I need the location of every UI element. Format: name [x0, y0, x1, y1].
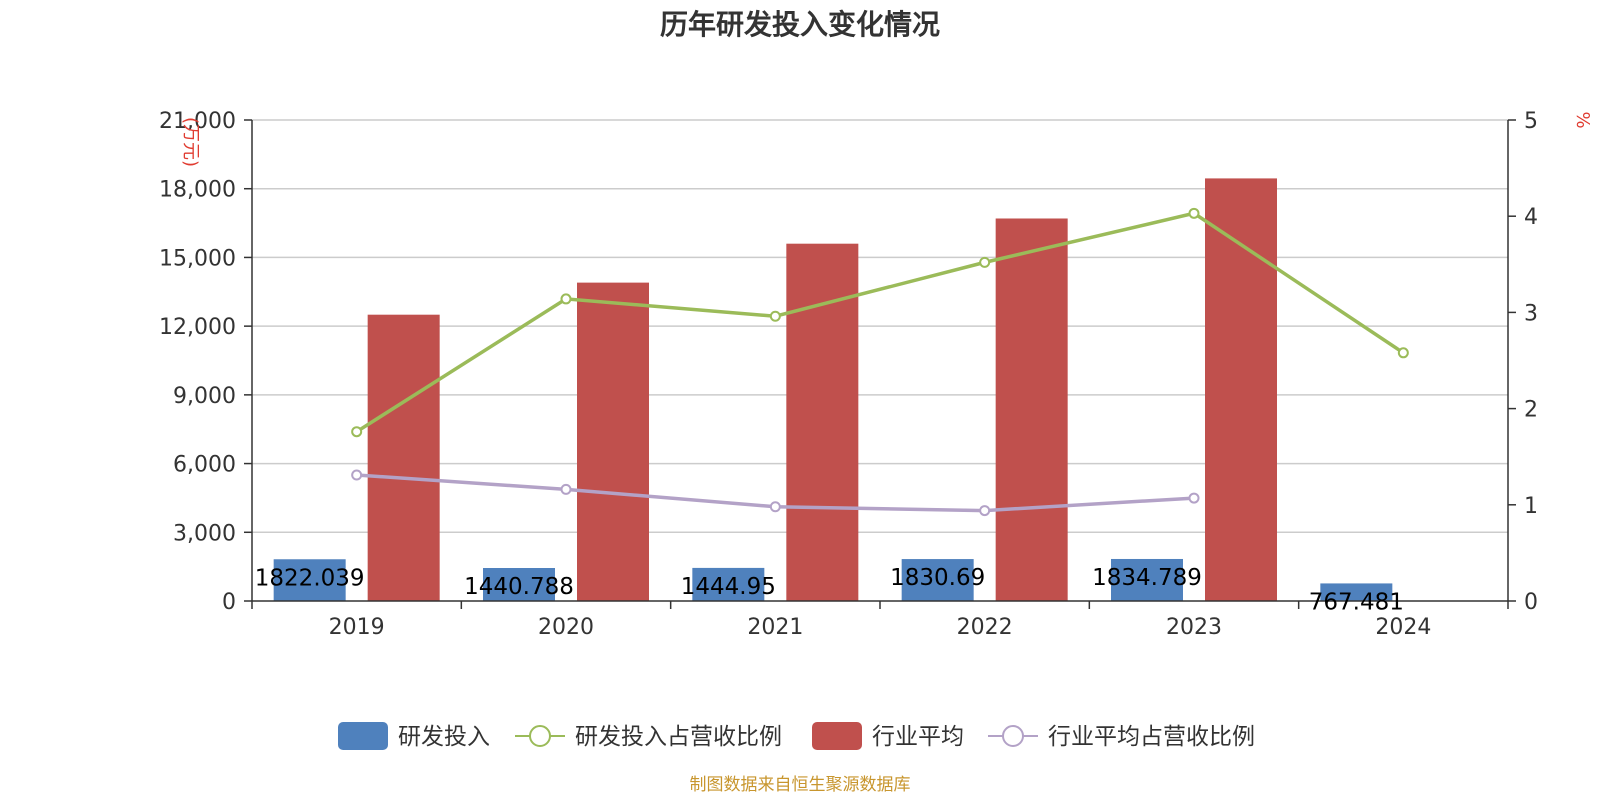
left-axis-tick-label: 6,000: [173, 453, 236, 478]
right-axis-unit: %: [1572, 111, 1593, 128]
legend-label: 行业平均占营收比例: [1048, 724, 1255, 750]
left-axis-tick-label: 0: [222, 590, 236, 615]
right-axis-tick-label: 4: [1524, 205, 1538, 230]
lines: [351, 207, 1409, 517]
line-point: [979, 505, 991, 517]
bar-industry-average: [577, 282, 649, 601]
line-point: [769, 310, 781, 322]
legend-label: 研发投入: [398, 724, 490, 750]
grid-lines: [252, 119, 1508, 534]
left-axis-tick-label: 15,000: [159, 246, 236, 271]
bar-rd-investment: [273, 559, 346, 601]
left-axis-tick-label: 9,000: [173, 384, 236, 409]
source-note: 制图数据来自恒生聚源数据库: [690, 775, 911, 795]
axes: 0 3,000 6,000 9,000 12,000 15,000 18,000 21,000…: [159, 109, 1538, 640]
line-series-1: [355, 211, 1405, 434]
line-point: [769, 501, 781, 513]
legend-swatch-bar: [338, 722, 388, 750]
chart-title: 历年研发投入变化情况: [660, 8, 940, 41]
left-axis-tick-label: 18,000: [159, 178, 236, 203]
data-labels: 1822.039 1440.788 1444.95 1830.69 1834.789 76…: [255, 565, 1404, 615]
bar-data-label: 1444.95: [681, 574, 776, 600]
line-point: [1188, 492, 1200, 504]
left-axis-unit: (万元): [180, 117, 201, 167]
x-axis-tick-label: 2024: [1375, 615, 1431, 640]
x-axis-tick-label: 2023: [1166, 615, 1222, 640]
line-point: [979, 256, 991, 268]
bar-industry-average: [995, 218, 1068, 601]
bar-rd-investment: [692, 567, 765, 601]
bar-rd-investment: [901, 559, 974, 601]
x-axis-tick-label: 2020: [538, 615, 594, 640]
right-axis-tick-label: 2: [1524, 398, 1538, 423]
bar-data-label: 767.481: [1309, 589, 1404, 615]
right-axis-tick-label: 5: [1524, 109, 1538, 134]
line-point: [351, 426, 363, 438]
bar-rd-investment: [1111, 558, 1183, 601]
right-axis-tick-label: 0: [1524, 590, 1538, 615]
bar-data-label: 1830.69: [890, 565, 985, 591]
bar-rd-investment: [483, 567, 555, 601]
x-axis-tick-label: 2022: [957, 615, 1013, 640]
right-axis-tick-label: 1: [1524, 494, 1538, 519]
left-axis-tick-label: 12,000: [159, 315, 236, 340]
legend-swatch-bar: [812, 722, 862, 750]
bar-data-label: 1440.788: [464, 574, 574, 600]
bar-rd-investment: [1320, 583, 1393, 601]
right-axis-tick-label: 3: [1524, 301, 1538, 326]
x-axis-tick-label: 2021: [747, 615, 803, 640]
bar-industry-average: [367, 314, 440, 601]
legend-swatch-marker: [1002, 725, 1024, 747]
left-axis-tick-label: 3,000: [173, 521, 236, 546]
left-axis-tick-label: 21,000: [159, 109, 236, 134]
legend: 研发投入 研发投入占营收比例 行业平均 行业平均占营收比例: [338, 722, 1255, 750]
bar-data-label: 1834.789: [1092, 565, 1202, 591]
legend-swatch-marker: [529, 725, 551, 747]
x-axis-tick-label: 2019: [329, 615, 385, 640]
bars: [273, 178, 1393, 601]
line-point: [560, 483, 572, 495]
line-point: [1397, 347, 1409, 359]
line-point: [1188, 207, 1200, 219]
bar-industry-average: [1205, 178, 1277, 601]
line-point: [351, 469, 363, 481]
legend-label: 行业平均: [872, 724, 964, 750]
legend-label: 研发投入占营收比例: [575, 724, 782, 750]
bar-data-label: 1822.039: [255, 565, 365, 591]
line-point: [560, 293, 572, 305]
